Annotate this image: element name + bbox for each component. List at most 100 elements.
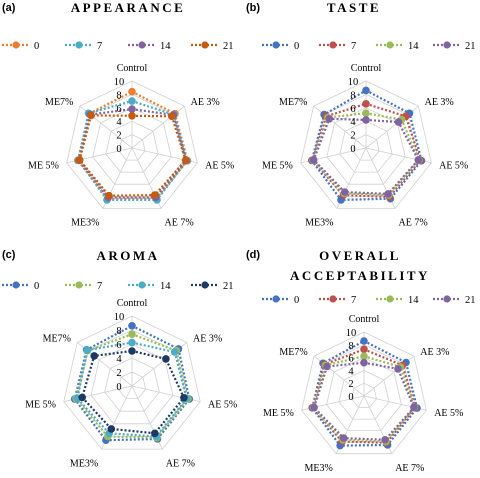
axis-label: AE 5% — [205, 161, 234, 172]
legend-marker — [75, 41, 83, 49]
axis-label: ME3% — [304, 463, 332, 474]
legend-marker — [386, 295, 394, 303]
series-line — [312, 355, 416, 443]
data-point — [107, 425, 116, 433]
axis-label: AE 7% — [395, 463, 424, 474]
series-line — [80, 349, 186, 435]
data-point — [128, 322, 136, 330]
legend-marker — [443, 41, 451, 49]
data-point — [360, 345, 368, 354]
radial-tick-label: 4 — [350, 117, 356, 128]
data-point — [410, 403, 418, 412]
axis-label: AE 7% — [166, 458, 195, 469]
radial-tick-label: 8 — [350, 90, 355, 101]
series-line — [312, 117, 420, 196]
data-point — [394, 118, 403, 126]
radial-tick-label: 4 — [116, 117, 122, 128]
data-point — [128, 338, 136, 347]
legend-marker — [443, 295, 451, 303]
grid-ring — [338, 369, 390, 420]
radial-tick-label: 0 — [350, 144, 355, 155]
legend-label: 14 — [160, 41, 171, 52]
radial-tick-label: 8 — [348, 341, 353, 352]
data-point — [83, 346, 91, 355]
axis-label: ME3% — [305, 218, 333, 229]
legend-marker — [329, 295, 337, 303]
legend-label: 0 — [294, 41, 299, 52]
legend-marker — [272, 295, 280, 303]
panel-label: (b) — [246, 2, 260, 14]
data-point — [360, 358, 368, 367]
data-point — [360, 337, 368, 345]
series-line — [311, 112, 421, 197]
grid-ring — [63, 315, 201, 450]
axis-label: AE 7% — [399, 218, 428, 229]
data-point — [128, 330, 136, 339]
chart-title: TASTE — [327, 0, 381, 15]
panel-label: (a) — [2, 2, 16, 14]
data-point — [128, 112, 136, 120]
series-line — [310, 89, 423, 202]
chart-title: AROMA — [96, 248, 159, 263]
data-point — [360, 352, 368, 361]
data-point — [362, 86, 370, 95]
axis-label: AE 5% — [208, 399, 237, 410]
axis-label: AE 7% — [165, 218, 194, 229]
data-point — [362, 116, 370, 124]
legend-label: 7 — [97, 41, 102, 52]
axis-label: ME 5% — [263, 408, 294, 419]
data-point — [151, 429, 159, 438]
legend-label: 21 — [223, 281, 234, 292]
axis-label: Control — [117, 63, 148, 74]
series-line — [77, 107, 188, 199]
axis-label: ME3% — [70, 458, 98, 469]
grid-ring — [92, 107, 172, 185]
data-point — [105, 191, 113, 200]
data-point — [75, 156, 84, 164]
radial-tick-label: 0 — [348, 392, 353, 403]
data-point — [128, 87, 136, 96]
data-point — [323, 362, 331, 371]
legend-marker — [75, 281, 83, 289]
legend-label: 21 — [465, 295, 476, 306]
panel-label: (d) — [246, 249, 260, 261]
axis-label: ME3% — [71, 218, 99, 229]
legend-label: 0 — [294, 295, 299, 306]
data-point — [170, 348, 179, 356]
grid-ring — [118, 134, 146, 161]
radial-tick-label: 4 — [116, 354, 122, 365]
axis-label: AE 5% — [439, 161, 468, 172]
data-point — [128, 105, 136, 113]
grid-ring — [326, 357, 402, 432]
axis-label: AE 3% — [420, 347, 449, 358]
data-point — [325, 115, 334, 123]
legend-label: 21 — [465, 41, 476, 52]
radial-tick-label: 8 — [116, 90, 121, 101]
axis-label: Control — [349, 314, 380, 325]
radial-tick-label: 6 — [116, 340, 121, 351]
legend-marker — [12, 281, 20, 289]
legend-label: 21 — [223, 41, 234, 52]
legend-marker — [386, 41, 394, 49]
legend-marker — [138, 41, 146, 49]
legend-marker — [201, 41, 209, 49]
series-line — [311, 102, 422, 199]
data-point — [309, 156, 318, 164]
radar-panel: (c) AROMA 0 7 14 21 0 2 4 6 8 10 Control AE 3% AE 5% AE… — [2, 248, 237, 469]
radial-tick-label: 0 — [116, 382, 121, 393]
legend-label: 0 — [34, 41, 39, 52]
data-point — [162, 355, 170, 363]
legend-marker — [201, 281, 209, 289]
series-line — [312, 361, 416, 441]
series-line — [77, 99, 189, 201]
data-point — [414, 156, 423, 164]
radial-tick-label: 2 — [116, 131, 121, 142]
legend-marker — [138, 281, 146, 289]
data-point — [381, 436, 389, 444]
grid-ring — [105, 120, 159, 173]
radar-panel: (b) TASTE 0 7 14 21 0 2 4 6 8 10 Control AE 3% AE 5% AE… — [246, 0, 476, 229]
radial-tick-label: 10 — [114, 77, 125, 88]
data-point — [362, 100, 370, 108]
chart-title: OVERALL — [319, 248, 401, 263]
